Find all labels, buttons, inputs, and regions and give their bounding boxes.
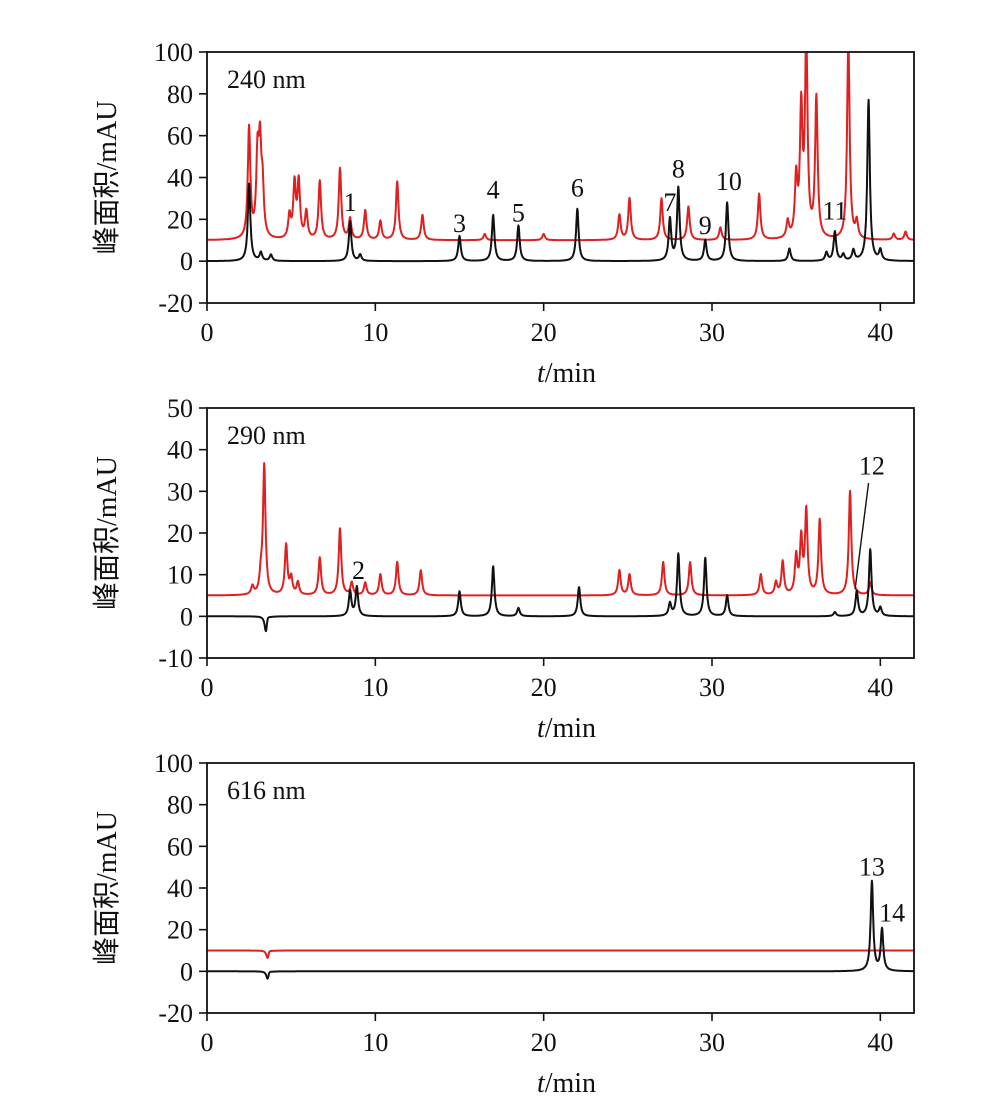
y-tick-label: 20 [167, 519, 193, 548]
y-axis-title: 峰面积/mAU [91, 456, 123, 610]
y-tick-label: 0 [180, 247, 193, 276]
peak-label-4: 4 [487, 175, 500, 204]
x-tick-label: 10 [362, 318, 388, 347]
chart-panel-2: 0 10 20 30 40 -10 0 10 20 30 40 50 峰面积/mAU t/min 290 n… [91, 394, 915, 744]
peak-label-7: 7 [663, 188, 676, 217]
series-line-red [207, 52, 914, 242]
x-tick-label: 30 [699, 673, 725, 702]
y-axis-title: 峰面积/mAU [91, 100, 123, 254]
plot-frame [206, 762, 915, 1014]
series-group [207, 462, 914, 633]
peak-label-12: 12 [859, 452, 885, 481]
x-axis-title: t/min [537, 713, 596, 744]
x-tick-label: 40 [867, 1028, 893, 1057]
peak-label-6: 6 [571, 173, 584, 202]
series-line-black [207, 98, 914, 263]
peak-label-11: 11 [822, 196, 847, 225]
y-axis-title: 峰面积/mAU [91, 811, 123, 965]
y-tick-label: 40 [167, 164, 193, 193]
y-tick-label: 100 [154, 38, 193, 67]
y-tick-label: 40 [167, 874, 193, 903]
y-tick-label: 50 [167, 394, 193, 423]
peak-label-2: 2 [352, 556, 365, 585]
wavelength-label: 616 nm [227, 776, 306, 805]
peak-label-10: 10 [716, 167, 742, 196]
x-tick-label: 0 [201, 673, 214, 702]
y-tick-label: 10 [167, 561, 193, 590]
wavelength-label: 240 nm [227, 65, 306, 94]
x-tick-label: 30 [699, 318, 725, 347]
x-tick-label: 0 [201, 318, 214, 347]
y-tick-label: -10 [158, 644, 193, 673]
y-tick-label: -20 [158, 289, 193, 318]
series-line-red [207, 462, 914, 597]
series-line-black [207, 548, 914, 633]
y-tick-label: 80 [167, 791, 193, 820]
y-tick-label: 0 [180, 957, 193, 986]
y-tick-label: 40 [167, 436, 193, 465]
wavelength-label: 290 nm [227, 421, 306, 450]
y-tick-label: 100 [154, 749, 193, 778]
x-tick-label: 40 [867, 318, 893, 347]
y-tick-label: 80 [167, 80, 193, 109]
x-tick-label: 20 [531, 1028, 557, 1057]
x-tick-label: 40 [867, 673, 893, 702]
peak-label-8: 8 [672, 155, 685, 184]
x-tick-label: 10 [362, 1028, 388, 1057]
y-tick-label: 20 [167, 205, 193, 234]
peak-label-5: 5 [512, 198, 525, 227]
series-group [207, 52, 914, 263]
y-tick-label: 60 [167, 832, 193, 861]
y-tick-label: -20 [158, 999, 193, 1028]
series-group [207, 879, 914, 980]
x-tick-label: 30 [699, 1028, 725, 1057]
chart-panel-3: 0 10 20 30 40 -20 0 20 40 60 80 100 峰面积/mAU t/min 616 … [91, 749, 915, 1099]
x-tick-label: 0 [201, 1028, 214, 1057]
peak-label-13: 13 [859, 853, 885, 882]
x-tick-label: 10 [362, 673, 388, 702]
y-tick-label: 30 [167, 477, 193, 506]
y-tick-label: 20 [167, 916, 193, 945]
chart-panel-1: 0 10 20 30 40 -20 0 20 40 60 80 100 峰面积/mAU t/min 240 … [91, 38, 915, 389]
x-tick-label: 20 [531, 673, 557, 702]
peak-12-leader-line [854, 482, 870, 590]
x-axis-title: t/min [537, 358, 596, 389]
x-axis-title: t/min [537, 1068, 596, 1099]
y-tick-label: 60 [167, 122, 193, 151]
x-tick-label: 20 [531, 318, 557, 347]
series-line-black [207, 879, 914, 980]
peak-label-14: 14 [879, 898, 905, 927]
series-line-red [207, 949, 914, 959]
peak-label-1: 1 [344, 188, 357, 217]
peak-label-9: 9 [699, 211, 712, 240]
peak-label-3: 3 [453, 209, 466, 238]
y-tick-label: 0 [180, 602, 193, 631]
